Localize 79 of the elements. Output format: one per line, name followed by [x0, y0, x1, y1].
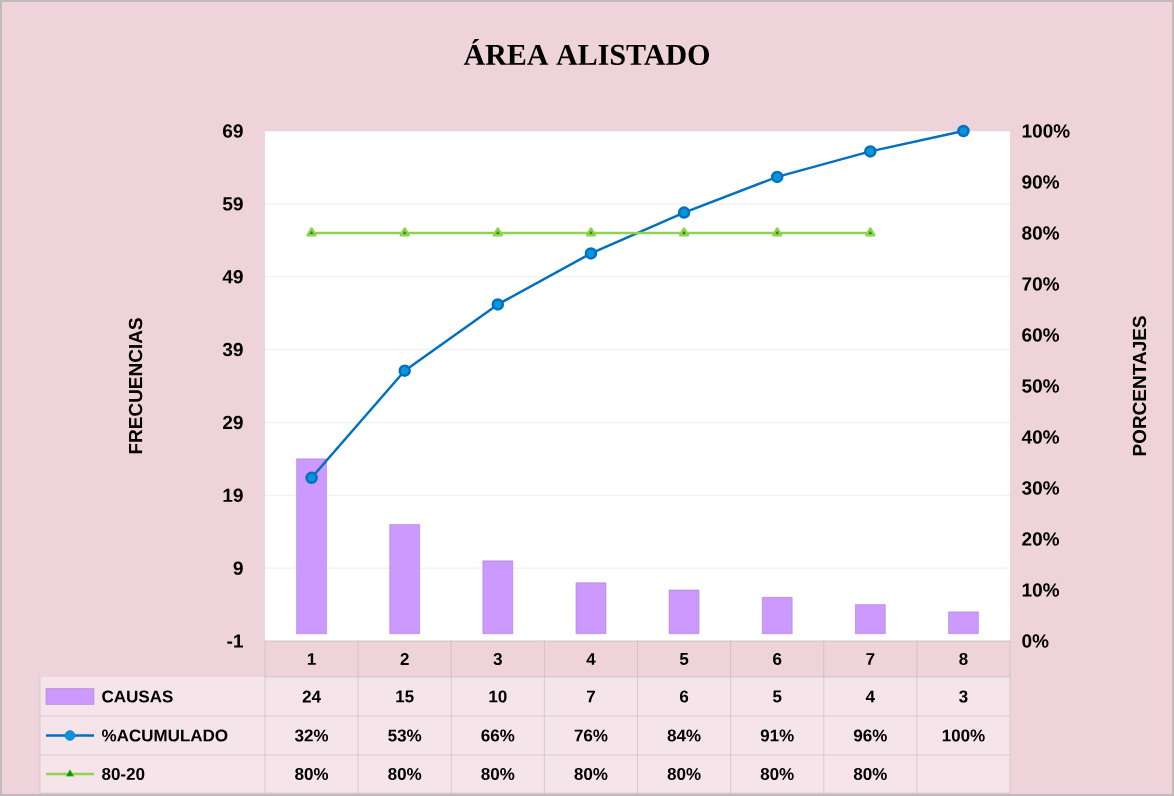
- y2-tick-label: 80%: [1022, 226, 1060, 240]
- point: [957, 124, 970, 138]
- point: [772, 227, 783, 237]
- x-tick-label: 4: [586, 653, 596, 665]
- data-label: 15: [396, 690, 414, 703]
- y-tick-label: 39: [222, 342, 243, 357]
- point: [865, 227, 876, 237]
- point: [864, 145, 877, 158]
- x-tick-label: 3: [493, 652, 502, 666]
- point: [399, 227, 410, 237]
- point: [305, 471, 318, 485]
- y-tick-label: 9: [233, 561, 243, 575]
- chart-title: ÁREA ALISTADO: [463, 38, 710, 66]
- data-label: 80%: [481, 767, 515, 781]
- x-tick-label: 2: [400, 653, 409, 665]
- data-label: 80%: [295, 767, 329, 781]
- x-tick-label: 5: [679, 653, 689, 665]
- x-tick-label: 8: [959, 652, 968, 666]
- data-label: 80%: [760, 767, 794, 781]
- data-label: 80%: [388, 767, 422, 781]
- y2-tick-label: 20%: [1022, 532, 1060, 546]
- y-tick-label: 19: [223, 488, 243, 503]
- point: [678, 227, 690, 237]
- bar: [389, 524, 420, 634]
- point: [492, 227, 503, 237]
- y2-tick-label: 60%: [1022, 328, 1060, 342]
- bar: [575, 582, 607, 634]
- y2-tick-label: 10%: [1022, 583, 1060, 597]
- data-label: 7: [586, 690, 595, 703]
- legend-label: %ACUMULADO: [101, 729, 228, 742]
- x-tick-label: 7: [866, 653, 875, 665]
- data-label: 96%: [853, 729, 887, 742]
- y-tick-label: 49: [222, 269, 243, 284]
- y2-tick-label: 0%: [1022, 634, 1049, 648]
- y2-tick-label: 30%: [1021, 481, 1060, 495]
- bar: [948, 611, 979, 634]
- point: [306, 227, 317, 237]
- data-label: 6: [679, 690, 689, 703]
- y2-tick-label: 70%: [1022, 277, 1060, 291]
- data-label: 4: [865, 690, 875, 703]
- y-axis-title: FRECUENCIAS: [128, 318, 143, 454]
- point: [770, 170, 784, 184]
- legend-label: CAUSAS: [102, 690, 173, 703]
- bar: [296, 458, 327, 634]
- data-label: 66%: [481, 729, 515, 742]
- y2-tick-label: 90%: [1022, 175, 1060, 189]
- data-label: 76%: [574, 729, 608, 742]
- y2-tick-label: 50%: [1022, 379, 1060, 393]
- bar: [482, 560, 514, 634]
- point: [491, 298, 505, 311]
- data-label: 84%: [667, 729, 701, 742]
- data-label: 5: [772, 690, 782, 703]
- y2-tick-label: 40%: [1021, 430, 1060, 444]
- data-label: 100%: [942, 729, 985, 742]
- bar: [855, 604, 886, 634]
- x-tick-label: 1: [307, 653, 316, 665]
- data-label: 53%: [388, 729, 422, 742]
- point: [398, 364, 411, 377]
- data-label: 91%: [760, 729, 794, 742]
- data-label: 32%: [294, 729, 329, 742]
- point: [677, 206, 691, 219]
- y2-tick-label: 100%: [1022, 124, 1070, 138]
- data-label: 80%: [574, 767, 608, 781]
- legend-label: 80-20: [102, 767, 145, 781]
- data-label: 10: [489, 690, 507, 703]
- x-tick-label: 6: [773, 652, 782, 666]
- data-label: 24: [302, 690, 321, 703]
- y-tick-label: 59: [222, 197, 243, 211]
- point: [584, 247, 598, 260]
- data-label: 80%: [667, 767, 701, 781]
- bar: [761, 597, 793, 634]
- y-tick-label: 29: [223, 415, 243, 430]
- y-tick-label: 69: [223, 124, 243, 138]
- bar: [668, 589, 700, 634]
- y2-axis-title: PORCENTAJES: [1132, 316, 1147, 456]
- data-label: 3: [959, 690, 968, 703]
- y-tick-label: -1: [227, 634, 243, 648]
- point: [585, 227, 597, 237]
- data-label: 80%: [853, 767, 887, 781]
